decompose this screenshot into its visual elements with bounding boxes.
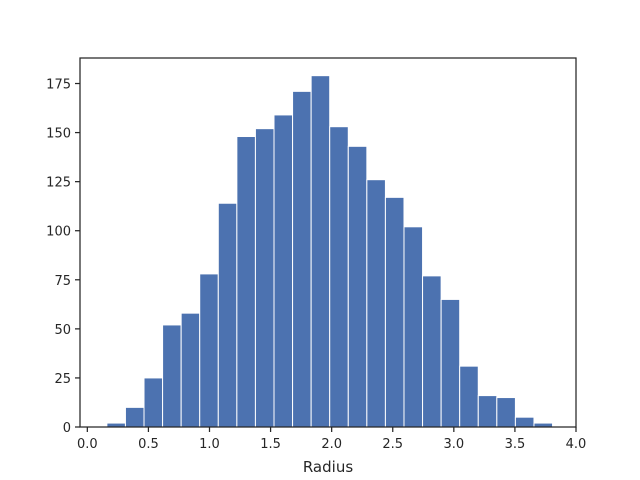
y-tick-label: 100 <box>46 225 71 240</box>
x-tick-label: 2.5 <box>382 437 403 452</box>
histogram-bar <box>254 128 275 428</box>
histogram-bar <box>162 324 182 428</box>
y-tick-label: 150 <box>46 127 71 142</box>
x-axis-ticks: 0.0 0.5 1.0 1.5 2.0 2.5 3.0 3.5 4.0 <box>77 427 586 452</box>
y-tick-label: 25 <box>54 372 71 387</box>
plot-frame <box>79 57 577 428</box>
x-tick-label: 4.0 <box>566 437 587 452</box>
x-tick-label: 2.0 <box>321 437 342 452</box>
x-tick-label: 3.5 <box>505 437 526 452</box>
histogram-bar <box>384 196 405 428</box>
histogram-bar <box>180 312 201 428</box>
x-tick-label: 1.0 <box>199 437 220 452</box>
histogram-bar <box>514 416 535 428</box>
y-tick-label: 0 <box>63 421 71 436</box>
histogram-bar <box>403 226 424 428</box>
histogram-bar <box>236 136 256 428</box>
histogram-bar <box>217 202 238 428</box>
histogram-bars <box>106 75 554 428</box>
histogram-bar <box>366 179 386 428</box>
y-tick-label: 175 <box>46 78 71 93</box>
x-tick-label: 3.0 <box>443 437 464 452</box>
histogram-bar <box>440 298 461 428</box>
histogram-bar <box>273 114 294 428</box>
x-tick-label: 0.5 <box>138 437 159 452</box>
histogram-bar <box>124 406 145 428</box>
histogram-bar <box>310 75 331 428</box>
x-tick-label: 1.5 <box>260 437 281 452</box>
histogram-bar <box>422 275 442 428</box>
x-axis-label: Radius <box>303 458 353 476</box>
y-tick-label: 50 <box>54 323 71 338</box>
histogram-bar <box>143 377 164 428</box>
histogram-bar <box>292 90 312 428</box>
histogram-bar <box>329 126 349 428</box>
y-axis-ticks: 0 25 50 75 100 125 150 175 <box>46 78 80 436</box>
histogram-bar <box>496 397 516 428</box>
histogram-bar <box>347 145 368 428</box>
y-tick-label: 125 <box>46 176 71 191</box>
histogram-bar <box>459 365 479 428</box>
x-tick-label: 0.0 <box>77 437 98 452</box>
histogram-bar <box>199 273 219 428</box>
histogram-bar <box>477 395 498 428</box>
y-tick-label: 75 <box>54 274 71 289</box>
